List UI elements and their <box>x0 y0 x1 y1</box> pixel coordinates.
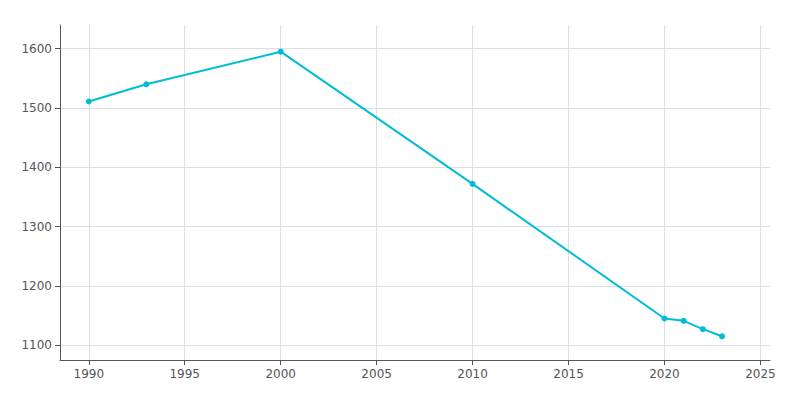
svg-text:1200: 1200 <box>21 279 52 293</box>
svg-text:2015: 2015 <box>553 367 584 381</box>
svg-text:2025: 2025 <box>745 367 776 381</box>
svg-text:1500: 1500 <box>21 101 52 115</box>
svg-text:2010: 2010 <box>457 367 488 381</box>
svg-text:1995: 1995 <box>169 367 200 381</box>
svg-text:2020: 2020 <box>649 367 680 381</box>
svg-text:1100: 1100 <box>21 338 52 352</box>
svg-text:2005: 2005 <box>361 367 392 381</box>
svg-text:1990: 1990 <box>74 367 105 381</box>
svg-text:2000: 2000 <box>265 367 296 381</box>
svg-text:1300: 1300 <box>21 220 52 234</box>
svg-text:1400: 1400 <box>21 160 52 174</box>
svg-text:1600: 1600 <box>21 42 52 56</box>
